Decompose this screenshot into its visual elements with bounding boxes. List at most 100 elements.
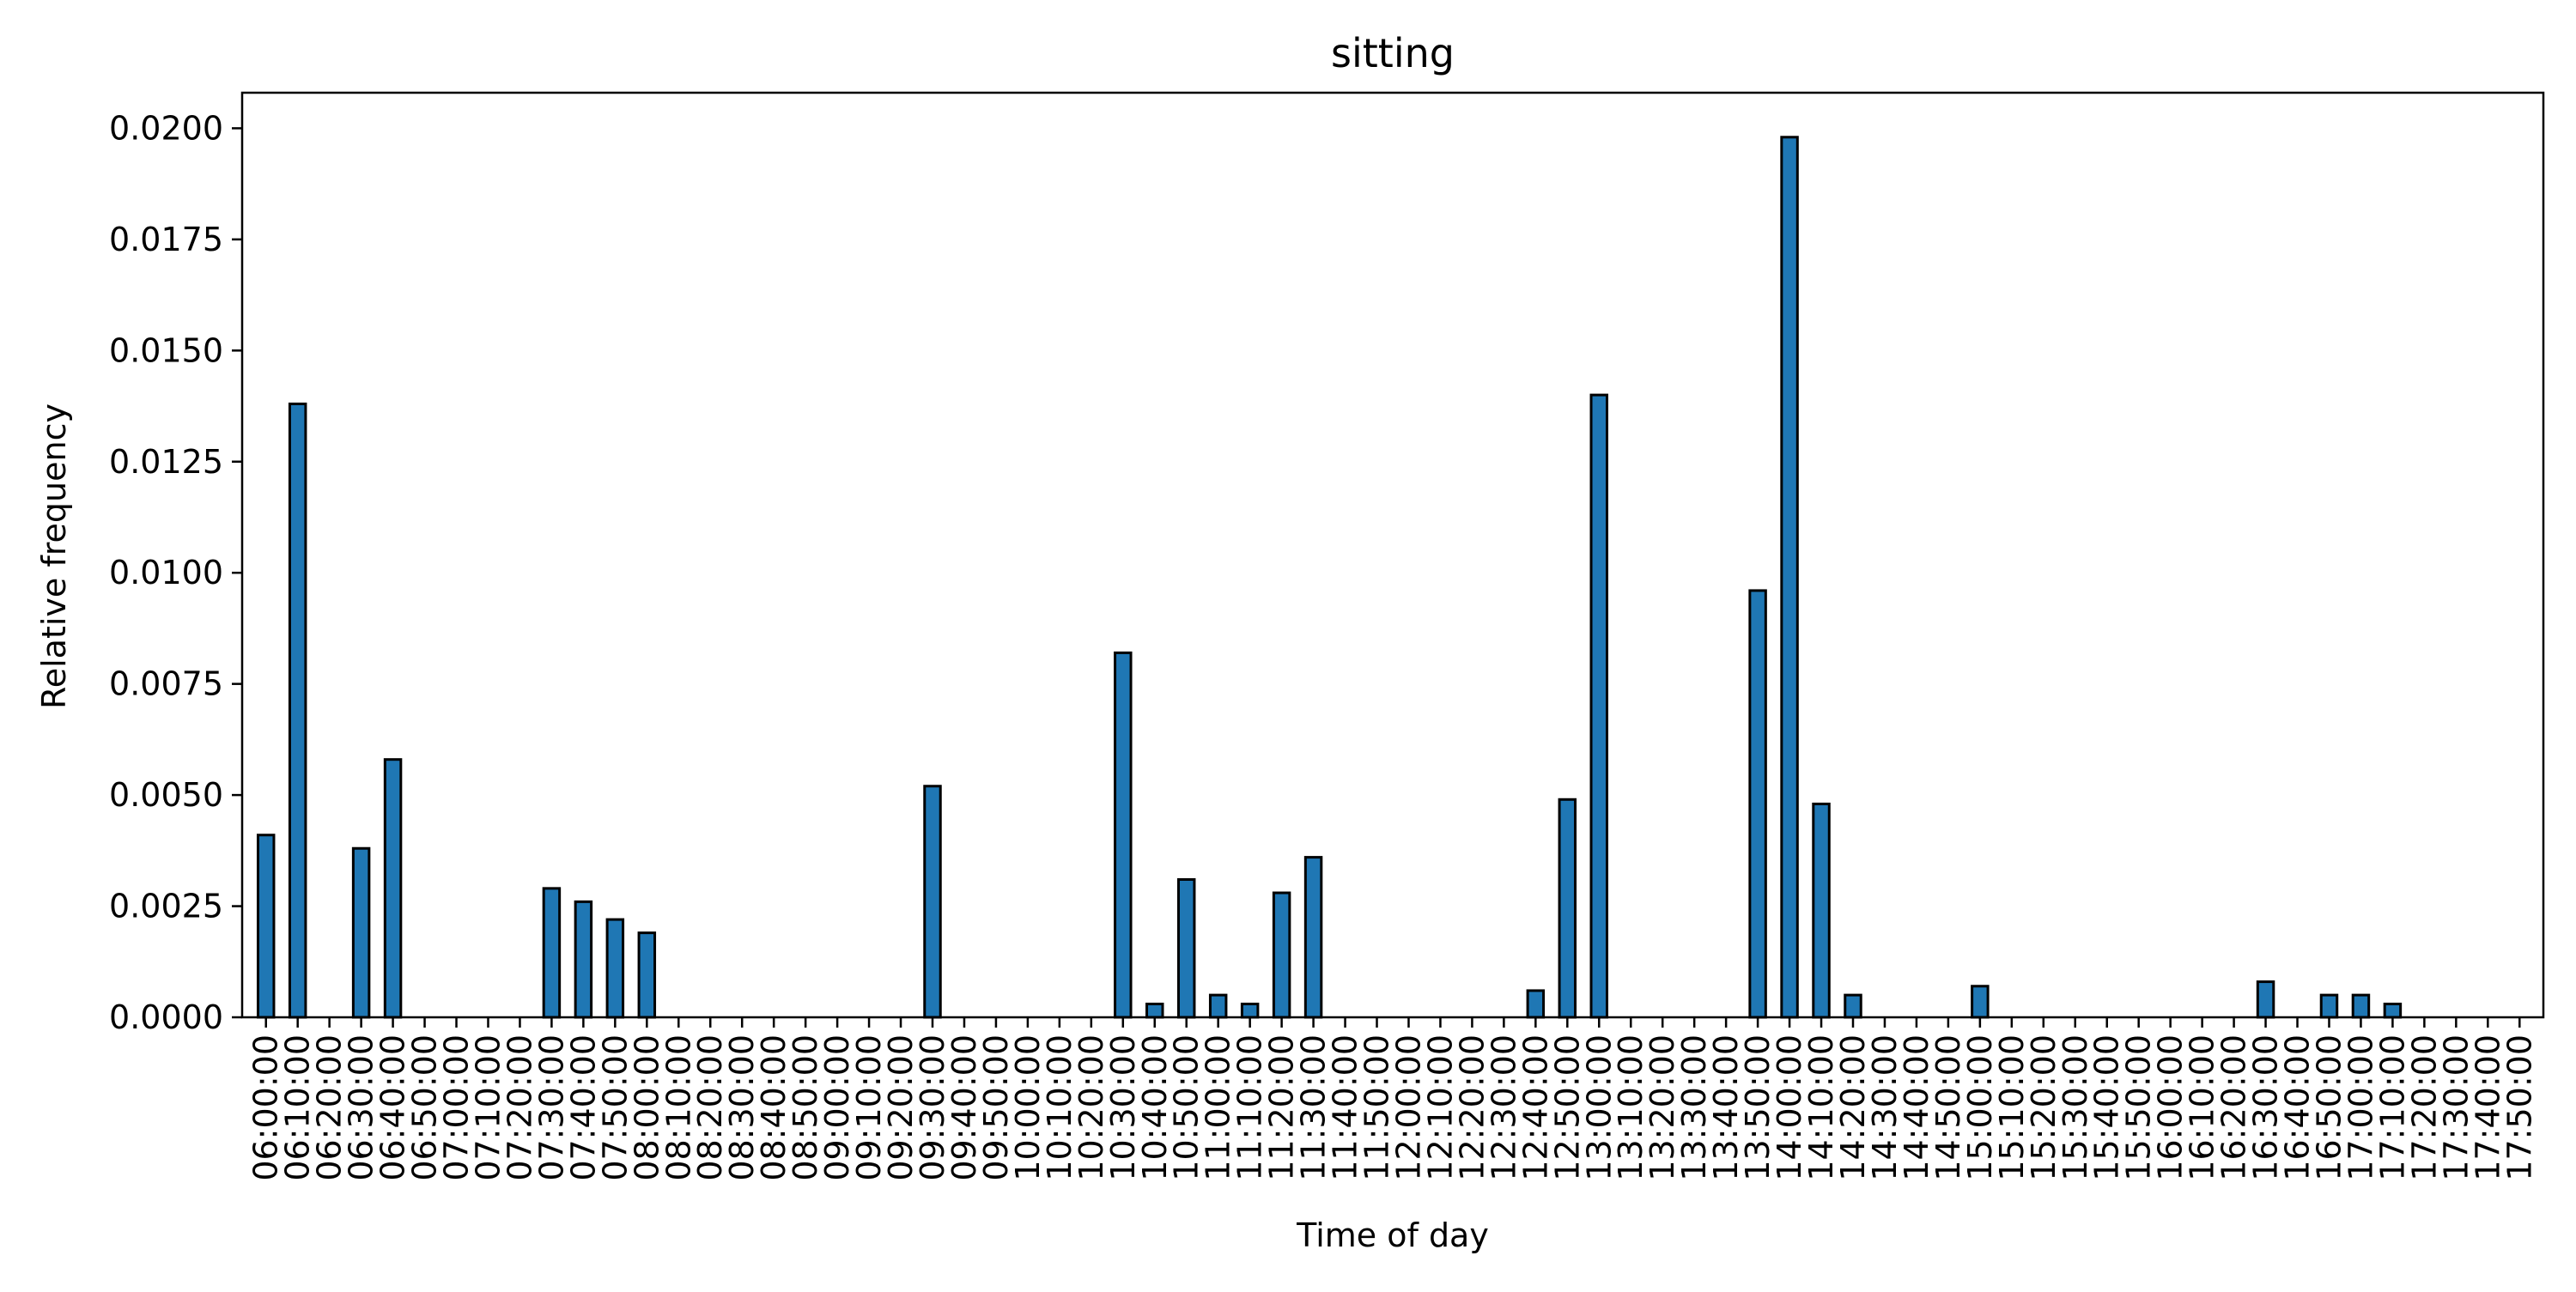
x-tick-label: 13:10:00 [1612,1034,1649,1181]
x-tick-label: 09:20:00 [882,1034,920,1181]
x-tick-label: 09:40:00 [945,1034,983,1181]
x-tick-label: 14:10:00 [1802,1034,1840,1181]
bar [256,834,276,1019]
bar [1589,393,1609,1019]
x-tick-label: 15:10:00 [1993,1034,2031,1181]
x-tick-label: 12:30:00 [1485,1034,1522,1181]
x-tick-label: 07:00:00 [438,1034,476,1181]
bar [1114,651,1133,1019]
bar [542,887,562,1019]
x-tick-label: 17:40:00 [2469,1034,2506,1181]
x-tick-label: 13:00:00 [1580,1034,1618,1181]
bar [1748,589,1767,1019]
x-tick-label: 08:40:00 [755,1034,793,1181]
bar [637,931,657,1019]
x-tick-label: 15:30:00 [2057,1034,2094,1181]
x-tick-label: 06:30:00 [343,1034,380,1181]
bar [2383,1002,2403,1019]
x-tick-label: 11:10:00 [1231,1034,1269,1181]
x-tick-label: 08:20:00 [691,1034,729,1181]
x-tick-label: 11:30:00 [1295,1034,1333,1181]
x-tick-label: 08:50:00 [787,1034,824,1181]
x-tick-label: 11:50:00 [1358,1034,1396,1181]
bar [1558,798,1577,1019]
bar [1208,993,1228,1019]
y-tick-label: 0.0175 [109,221,223,258]
x-tick-label: 10:50:00 [1168,1034,1206,1181]
bar [1971,985,1990,1019]
bar [351,846,371,1019]
bar [574,900,593,1019]
x-tick-label: 08:00:00 [628,1034,665,1181]
x-tick-label: 12:50:00 [1548,1034,1586,1181]
bar [1303,856,1323,1019]
x-tick-label: 15:40:00 [2088,1034,2126,1181]
x-tick-label: 13:50:00 [1739,1034,1777,1181]
x-tick-label: 06:40:00 [374,1034,412,1181]
x-tick-label: 14:00:00 [1771,1034,1808,1181]
x-tick-label: 07:50:00 [596,1034,634,1181]
x-tick-label: 06:20:00 [311,1034,349,1181]
x-tick-label: 08:30:00 [723,1034,761,1181]
bar [2319,993,2339,1019]
x-tick-label: 09:30:00 [914,1034,951,1181]
x-tick-label: 13:40:00 [1707,1034,1745,1181]
x-tick-label: 12:20:00 [1453,1034,1491,1181]
x-tick-label: 15:50:00 [2120,1034,2158,1181]
bar [1145,1002,1164,1019]
x-tick-label: 10:00:00 [1009,1034,1047,1181]
x-tick-label: 16:10:00 [2184,1034,2221,1181]
x-tick-label: 07:20:00 [501,1034,538,1181]
x-tick-label: 17:20:00 [2405,1034,2443,1181]
x-tick-label: 12:00:00 [1389,1034,1427,1181]
x-tick-label: 07:10:00 [469,1034,507,1181]
x-tick-label: 10:30:00 [1104,1034,1142,1181]
chart-title: sitting [1331,30,1455,76]
x-tick-label: 15:00:00 [1961,1034,1999,1181]
x-tick-label: 09:50:00 [977,1034,1015,1181]
x-tick-label: 09:00:00 [818,1034,856,1181]
x-tick-label: 14:30:00 [1866,1034,1904,1181]
bar [2351,993,2371,1019]
y-axis-label: Relative frequency [35,403,73,709]
bar [288,402,307,1019]
bar [1812,802,1831,1019]
x-tick-label: 15:20:00 [2025,1034,2063,1181]
x-tick-label: 12:10:00 [1421,1034,1459,1181]
x-axis-label: Time of day [1296,1216,1489,1254]
y-tick-label: 0.0050 [109,776,223,814]
x-tick-label: 16:40:00 [2279,1034,2317,1181]
bar [1780,136,1799,1019]
y-tick-label: 0.0125 [109,443,223,481]
bar [1240,1002,1260,1019]
y-tick-label: 0.0100 [109,554,223,591]
x-tick-label: 11:40:00 [1327,1034,1364,1181]
y-tick-label: 0.0025 [109,888,223,925]
bar [2256,980,2275,1019]
bar [1176,877,1196,1019]
x-tick-label: 10:10:00 [1041,1034,1078,1181]
x-tick-label: 06:00:00 [247,1034,285,1181]
bar [383,758,403,1019]
x-tick-label: 17:00:00 [2342,1034,2379,1181]
x-tick-label: 07:40:00 [564,1034,602,1181]
x-tick-label: 16:50:00 [2310,1034,2348,1181]
x-tick-label: 06:50:00 [406,1034,444,1181]
y-tick-label: 0.0000 [109,998,223,1036]
bar [1526,989,1546,1019]
x-tick-label: 17:50:00 [2500,1034,2538,1181]
x-tick-label: 12:40:00 [1516,1034,1554,1181]
x-tick-label: 13:20:00 [1643,1034,1681,1181]
x-tick-label: 11:20:00 [1263,1034,1301,1181]
y-tick-label: 0.0200 [109,109,223,147]
y-tick-label: 0.0150 [109,331,223,369]
x-tick-label: 08:10:00 [659,1034,697,1181]
bar [923,785,942,1019]
x-tick-label: 16:30:00 [2247,1034,2285,1181]
x-tick-label: 14:50:00 [1929,1034,1967,1181]
plot-frame [240,91,2545,1019]
bar [1272,891,1291,1019]
x-tick-label: 16:00:00 [2152,1034,2190,1181]
